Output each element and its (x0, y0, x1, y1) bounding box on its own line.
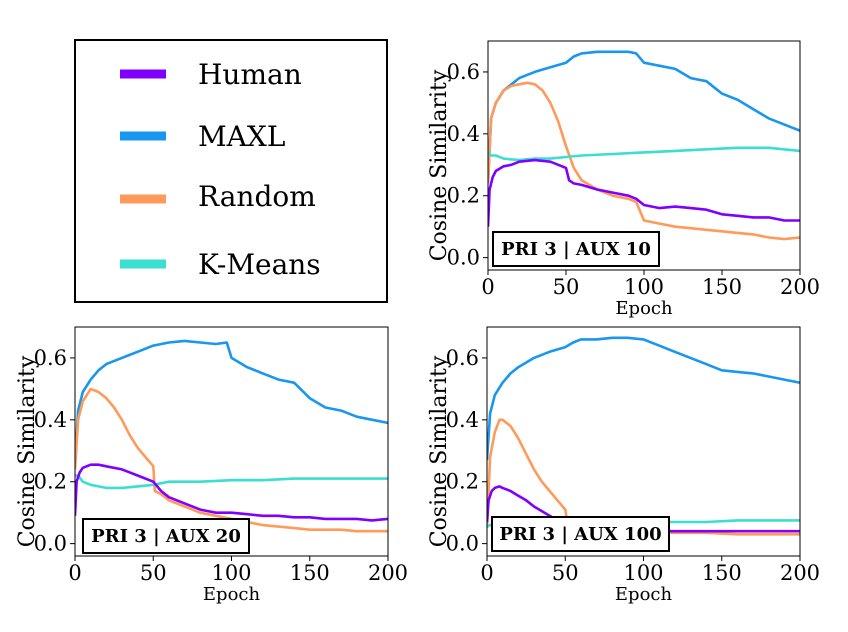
y-tick-label: 0.0 (447, 246, 480, 270)
series-line-human (75, 463, 388, 522)
x-axis-label: Epoch (615, 298, 673, 319)
panel-label: PRI 3 | AUX 10 (501, 239, 651, 260)
x-tick-label: 50 (140, 561, 167, 585)
x-tick-label: 150 (702, 561, 742, 585)
panel-label: PRI 3 | AUX 100 (499, 524, 661, 545)
x-tick-label: 50 (552, 561, 579, 585)
y-tick-label: 0.4 (446, 408, 479, 432)
panel-label: PRI 3 | AUX 20 (91, 526, 241, 547)
legend-label-kmeans: K-Means (198, 248, 321, 281)
y-tick-label: 0.4 (34, 408, 67, 432)
x-tick-label: 100 (623, 561, 663, 585)
x-tick-label: 0 (68, 561, 81, 585)
series-line-human (488, 158, 800, 227)
y-tick-label: 0.4 (447, 122, 480, 146)
panel-label-box (492, 231, 660, 267)
series-line-maxl (75, 339, 388, 467)
legend: Human MAXL Random K-Means (74, 39, 388, 303)
x-tick-label: 50 (553, 275, 580, 299)
y-tick-label: 0.2 (34, 470, 67, 494)
y-axis-label: Cosine Similarity (427, 355, 452, 547)
series-line-maxl (487, 336, 800, 461)
legend-label-random: Random (198, 180, 316, 213)
panel-label-box (491, 516, 670, 552)
chart-panel-1: 0 50 100 150 200 0.0 0.2 0.4 0.6 Epoch Cosine Simi… (427, 40, 820, 319)
legend-label-maxl: MAXL (198, 120, 285, 153)
y-tick-label: 0.6 (446, 346, 479, 370)
x-tick-label: 150 (702, 275, 742, 299)
series-line-k-means (488, 146, 800, 162)
y-tick-label: 0.6 (34, 346, 67, 370)
y-tick-label: 0.2 (446, 470, 479, 494)
panel-label-box (82, 518, 250, 554)
y-tick-label: 0.2 (447, 184, 480, 208)
x-tick-label: 150 (290, 561, 330, 585)
chart-panel-3: 0 50 100 150 200 0.0 0.2 0.4 0.6 Epoch Cosine Simi… (427, 326, 820, 605)
series-line-k-means (75, 474, 388, 490)
x-tick-label: 100 (211, 561, 251, 585)
x-tick-label: 200 (780, 561, 820, 585)
y-axis-label: Cosine Similarity (15, 355, 40, 547)
legend-label-human: Human (198, 58, 302, 91)
y-tick-label: 0.6 (447, 60, 480, 84)
chart-panels: 0 50 100 150 200 0.0 0.2 0.4 0.6 Epoch Cosine Simi… (15, 40, 820, 605)
x-tick-label: 0 (480, 561, 493, 585)
x-tick-label: 200 (368, 561, 408, 585)
series-line-random (75, 387, 388, 533)
chart-panel-2: 0 50 100 150 200 0.0 0.2 0.4 0.6 Epoch Cosine Simi… (15, 326, 408, 605)
x-axis-label: Epoch (615, 584, 673, 605)
x-axis-label: Epoch (203, 584, 261, 605)
y-axis-label: Cosine Similarity (427, 69, 452, 261)
x-tick-label: 200 (780, 275, 820, 299)
series-line-random (487, 418, 800, 536)
y-tick-label: 0.0 (446, 532, 479, 556)
x-tick-label: 0 (481, 275, 494, 299)
y-tick-label: 0.0 (34, 532, 67, 556)
x-tick-label: 100 (624, 275, 664, 299)
series-line-maxl (488, 50, 800, 184)
legend-frame (74, 39, 388, 303)
